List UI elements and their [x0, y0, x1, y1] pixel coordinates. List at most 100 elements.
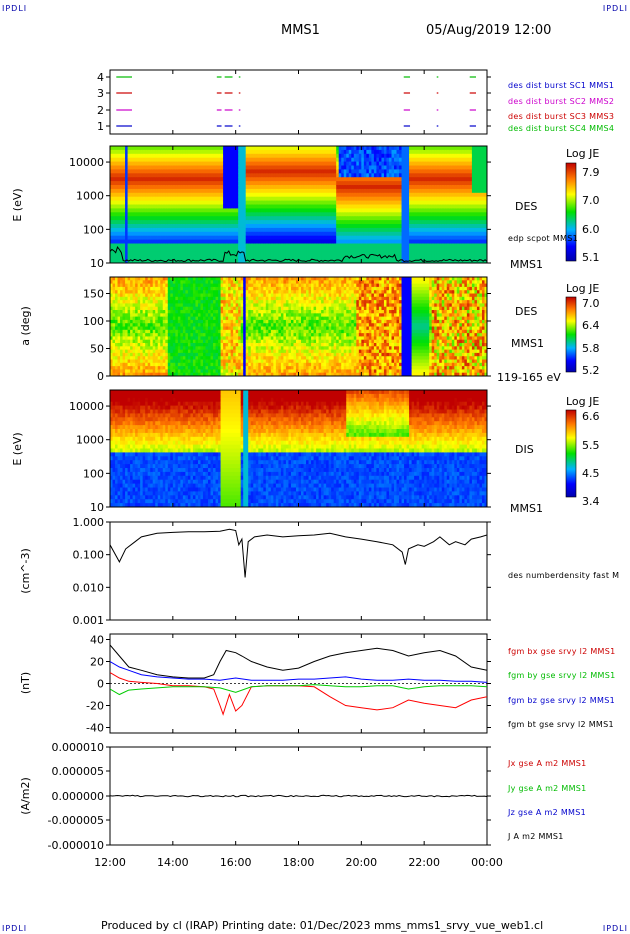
des-cell [378, 208, 383, 213]
des-cell [233, 192, 237, 198]
des-cell [421, 216, 425, 221]
des-cell [142, 243, 146, 248]
des-cell [160, 161, 164, 167]
des-cell [175, 181, 179, 186]
des-cell [474, 161, 478, 167]
des-cell [414, 165, 418, 170]
des-cell [122, 149, 126, 155]
pa-cell [132, 343, 136, 347]
pa-cell [137, 306, 141, 311]
des-cell [140, 239, 144, 245]
des-cell [456, 196, 460, 202]
des-cell [466, 239, 471, 245]
des-cell [406, 157, 410, 163]
des-cell [414, 188, 418, 194]
des-cell [383, 251, 388, 256]
des-cell [464, 181, 468, 186]
pa-cell [125, 336, 129, 341]
des-cell [258, 204, 262, 209]
des-cell [223, 157, 227, 163]
des-cell [386, 227, 390, 233]
des-cell [381, 161, 385, 167]
des-cell [155, 188, 159, 194]
des-cell [162, 216, 166, 221]
des-cell [449, 208, 453, 213]
des-cell [461, 204, 465, 209]
des-cell [190, 192, 194, 198]
des-cell [323, 181, 327, 186]
des-cell [295, 235, 300, 241]
des-cell [454, 165, 458, 170]
des-cell [308, 200, 312, 206]
pa-cell [115, 303, 119, 308]
des-cell [298, 235, 302, 241]
des-cell [363, 243, 367, 248]
pa-cell [117, 346, 121, 351]
des-cell [145, 153, 149, 159]
des-cell [205, 239, 209, 245]
pa-cell [115, 343, 119, 347]
des-cell [263, 212, 267, 217]
des-cell [187, 235, 192, 241]
des-cell [373, 165, 378, 170]
des-cell [303, 173, 307, 178]
des-cell [388, 188, 393, 194]
des-cell [446, 200, 450, 206]
des-cell [290, 227, 295, 233]
des-cell [270, 149, 274, 155]
des-cell [366, 188, 370, 194]
des-cell [210, 157, 214, 163]
des-cell [306, 181, 310, 186]
des-cell [414, 247, 418, 252]
des-cell [479, 208, 483, 213]
des-cell [253, 235, 257, 241]
des-cell [295, 255, 300, 260]
des-cell [152, 173, 156, 178]
des-cell [205, 192, 209, 198]
pa-cell [132, 352, 136, 357]
des-cell [318, 231, 322, 237]
des-cell [288, 200, 292, 206]
des-cell [439, 146, 443, 151]
des-cell [446, 169, 450, 174]
des-cell [409, 243, 413, 248]
pa-cell [110, 366, 114, 370]
des-cell [125, 157, 129, 163]
des-cell [341, 243, 345, 248]
des-cell [383, 188, 388, 194]
des-cell [333, 247, 337, 252]
des-cell [255, 216, 259, 221]
des-cell [308, 188, 312, 194]
des-cell [110, 188, 114, 194]
des-cell [162, 173, 166, 178]
des-cell [110, 216, 114, 221]
des-cell [245, 188, 249, 194]
des-cell [446, 239, 450, 245]
des-cell [451, 188, 455, 194]
des-cell [202, 146, 207, 151]
des-cell [285, 231, 290, 237]
des-cell [260, 224, 264, 229]
des-cell [388, 196, 393, 202]
des-cell [431, 220, 435, 225]
pa-cell [127, 290, 131, 295]
des-cell [122, 200, 126, 206]
des-cell [358, 243, 362, 248]
des-cell [185, 259, 189, 263]
des-cell [278, 173, 282, 178]
des-cell [373, 247, 378, 252]
des-cell [125, 169, 129, 174]
des-cell [160, 165, 164, 170]
des-cell [348, 204, 352, 209]
des-cell [225, 220, 229, 225]
des-cell [396, 157, 400, 163]
des-cell [466, 161, 471, 167]
des-cell [255, 224, 259, 229]
des-cell [479, 149, 483, 155]
des-cell [439, 231, 443, 237]
des-cell [137, 165, 141, 170]
des-cell [318, 149, 322, 155]
des-cell [268, 153, 272, 159]
des-cell [474, 149, 478, 155]
des-cell [185, 247, 189, 252]
